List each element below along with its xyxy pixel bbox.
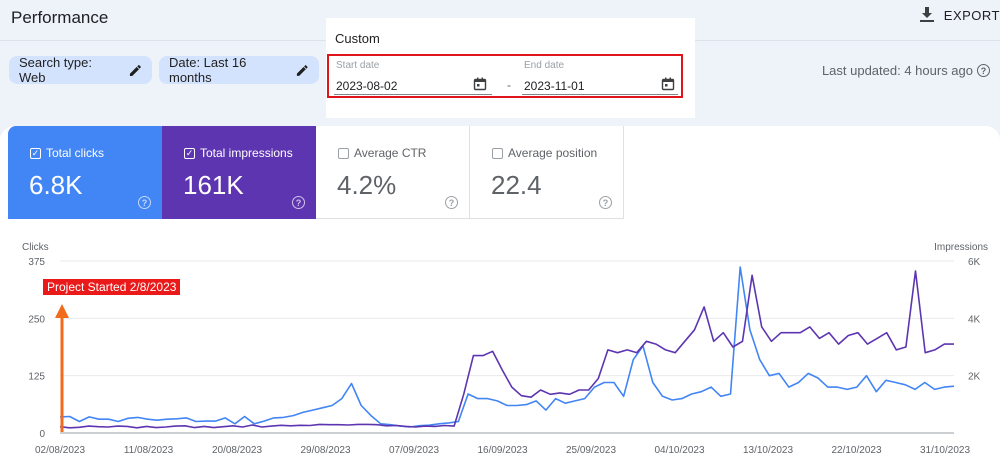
y-axis-left-title: Clicks — [22, 242, 49, 253]
performance-chart: Clicks Impressions 375 6K 250 4K 125 2K 0 02/08/2… — [22, 242, 988, 456]
pencil-icon — [130, 64, 141, 76]
series-line-clicks — [59, 266, 955, 428]
search-type-label: Search type: Web — [19, 55, 92, 85]
y-tick-left: 375 — [28, 257, 45, 268]
y-tick-right: 4K — [968, 314, 981, 325]
x-tick-label: 07/09/2023 — [389, 445, 439, 456]
checkbox-checked-icon[interactable]: ✓ — [184, 147, 195, 159]
y-axis-right-title: Impressions — [934, 242, 988, 253]
metric-value: 4.2% — [337, 170, 397, 200]
x-tick-label: 25/09/2023 — [566, 445, 616, 456]
x-tick-label: 16/09/2023 — [477, 445, 527, 456]
x-tick-label: 13/10/2023 — [743, 445, 793, 456]
x-tick-label: 22/10/2023 — [831, 445, 881, 456]
date-filter-chip[interactable]: Date: Last 16 months — [159, 55, 319, 85]
metric-value: 6.8K — [29, 170, 83, 200]
help-icon[interactable]: ? — [445, 196, 458, 209]
x-tick-label: 29/08/2023 — [300, 445, 350, 456]
metric-card-average-ctr[interactable]: Average CTR 4.2% ? — [316, 126, 470, 219]
x-tick-label: 02/08/2023 — [35, 445, 85, 456]
export-button[interactable]: EXPORT — [919, 7, 1000, 23]
x-tick-label: 20/08/2023 — [212, 445, 262, 456]
annotation-arrow-head — [55, 304, 69, 318]
page-title: Performance — [11, 8, 109, 27]
checkbox-unchecked-icon[interactable] — [492, 147, 503, 159]
x-tick-label: 31/10/2023 — [920, 445, 970, 456]
y-tick-left: 125 — [28, 372, 45, 383]
y-tick-left: 250 — [28, 314, 45, 325]
metric-label: Total clicks — [46, 146, 105, 160]
custom-title: Custom — [335, 31, 380, 46]
date-range-highlight: Start date 2023-08-02 - End date 2023-11… — [327, 54, 683, 98]
metric-label: Average CTR — [354, 146, 427, 160]
download-icon — [919, 7, 934, 22]
date-range-popup: Custom Start date 2023-08-02 - End date … — [326, 18, 695, 118]
end-date-underline — [522, 94, 678, 95]
last-updated-text: Last updated: 4 hours ago — [821, 63, 973, 78]
project-started-annotation: Project Started 2/8/2023 — [43, 279, 181, 295]
pencil-icon — [297, 64, 309, 76]
y-tick-right: 2K — [968, 372, 981, 383]
x-tick-label: 11/08/2023 — [124, 445, 174, 456]
help-icon[interactable]: ? — [138, 196, 151, 209]
help-icon[interactable]: ? — [599, 196, 612, 209]
export-label: EXPORT — [943, 7, 1000, 23]
metric-label: Average position — [508, 146, 598, 160]
date-separator: - — [507, 78, 511, 92]
search-type-filter-chip[interactable]: Search type: Web — [9, 55, 152, 85]
metric-value: 22.4 — [491, 170, 542, 200]
metric-value: 161K — [183, 170, 244, 200]
checkbox-unchecked-icon[interactable] — [338, 147, 349, 159]
start-date-input[interactable]: 2023-08-02 — [336, 79, 398, 93]
start-date-label: Start date — [336, 60, 380, 71]
metric-card-average-position[interactable]: Average position 22.4 ? — [470, 126, 624, 219]
metric-label: Total impressions — [200, 146, 293, 160]
checkbox-checked-icon[interactable]: ✓ — [30, 147, 41, 159]
calendar-icon[interactable] — [473, 77, 487, 91]
end-date-input[interactable]: 2023-11-01 — [524, 79, 585, 93]
metric-card-total-impressions[interactable]: ✓ Total impressions 161K ? — [162, 126, 316, 219]
y-tick-left: 0 — [39, 429, 45, 440]
y-tick-right: 6K — [968, 257, 981, 268]
metric-card-total-clicks[interactable]: ✓ Total clicks 6.8K ? — [8, 126, 162, 219]
end-date-label: End date — [524, 60, 565, 71]
series-line-impressions — [59, 270, 954, 429]
help-icon[interactable]: ? — [977, 64, 990, 77]
help-icon[interactable]: ? — [292, 196, 305, 209]
start-date-underline — [334, 94, 492, 95]
calendar-icon[interactable] — [661, 77, 675, 91]
date-filter-label: Date: Last 16 months — [169, 55, 247, 85]
last-updated: Last updated: 4 hours ago ? — [822, 63, 990, 78]
x-tick-label: 04/10/2023 — [654, 445, 704, 456]
